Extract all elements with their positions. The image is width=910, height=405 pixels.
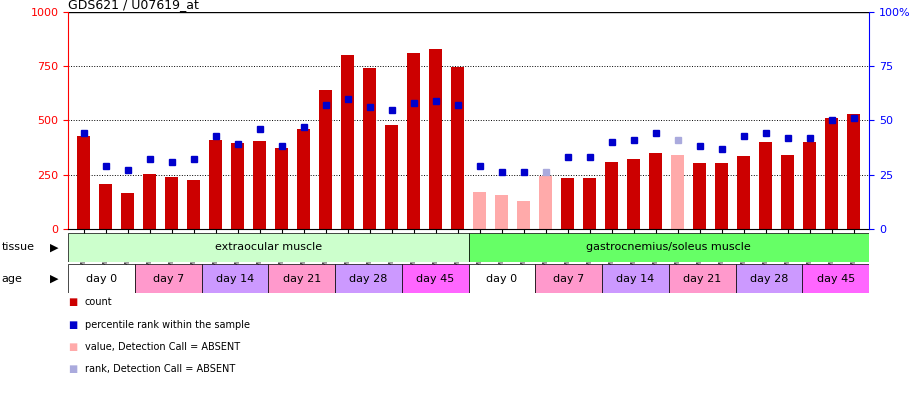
Text: ▶: ▶ bbox=[50, 274, 58, 284]
Bar bbox=[605, 162, 618, 229]
Bar bbox=[268, 264, 335, 293]
Bar bbox=[429, 49, 442, 229]
Bar bbox=[715, 163, 728, 229]
Bar bbox=[68, 233, 469, 262]
Text: ■: ■ bbox=[68, 297, 77, 307]
Text: day 0: day 0 bbox=[487, 274, 518, 284]
Bar bbox=[561, 178, 574, 229]
Bar bbox=[671, 155, 684, 229]
Bar bbox=[77, 136, 90, 229]
Bar bbox=[253, 141, 267, 229]
Bar bbox=[539, 176, 552, 229]
Bar bbox=[517, 200, 531, 229]
Bar bbox=[649, 153, 662, 229]
Text: day 14: day 14 bbox=[216, 274, 254, 284]
Text: ■: ■ bbox=[68, 320, 77, 330]
Text: rank, Detection Call = ABSENT: rank, Detection Call = ABSENT bbox=[85, 364, 235, 374]
Bar bbox=[469, 233, 869, 262]
Bar bbox=[469, 264, 535, 293]
Bar bbox=[202, 264, 268, 293]
Bar bbox=[209, 140, 222, 229]
Bar bbox=[363, 68, 376, 229]
Bar bbox=[99, 184, 112, 229]
Bar bbox=[759, 142, 773, 229]
Bar bbox=[407, 53, 420, 229]
Bar bbox=[781, 155, 794, 229]
Bar bbox=[402, 264, 469, 293]
Bar bbox=[627, 160, 641, 229]
Bar bbox=[165, 177, 178, 229]
Text: day 7: day 7 bbox=[553, 274, 584, 284]
Bar bbox=[737, 156, 750, 229]
Bar bbox=[693, 163, 706, 229]
Text: day 7: day 7 bbox=[153, 274, 184, 284]
Text: ■: ■ bbox=[68, 342, 77, 352]
Text: GDS621 / U07619_at: GDS621 / U07619_at bbox=[68, 0, 199, 11]
Text: tissue: tissue bbox=[2, 243, 35, 252]
Text: day 45: day 45 bbox=[816, 274, 854, 284]
Text: count: count bbox=[85, 297, 112, 307]
Bar bbox=[319, 90, 332, 229]
Text: ■: ■ bbox=[68, 364, 77, 374]
Bar bbox=[803, 264, 869, 293]
Bar bbox=[187, 180, 200, 229]
Text: extraocular muscle: extraocular muscle bbox=[215, 243, 322, 252]
Text: day 28: day 28 bbox=[750, 274, 788, 284]
Text: age: age bbox=[2, 274, 23, 284]
Bar bbox=[68, 264, 135, 293]
Text: value, Detection Call = ABSENT: value, Detection Call = ABSENT bbox=[85, 342, 239, 352]
Bar bbox=[535, 264, 602, 293]
Bar bbox=[143, 174, 157, 229]
Bar bbox=[297, 129, 310, 229]
Bar bbox=[473, 192, 486, 229]
Text: day 28: day 28 bbox=[349, 274, 388, 284]
Text: percentile rank within the sample: percentile rank within the sample bbox=[85, 320, 249, 330]
Text: day 21: day 21 bbox=[683, 274, 722, 284]
Bar bbox=[385, 125, 399, 229]
Bar bbox=[602, 264, 669, 293]
Bar bbox=[847, 114, 860, 229]
Text: day 14: day 14 bbox=[616, 274, 654, 284]
Text: day 21: day 21 bbox=[283, 274, 321, 284]
Bar bbox=[583, 178, 596, 229]
Bar bbox=[495, 195, 509, 229]
Bar bbox=[803, 142, 816, 229]
Bar bbox=[335, 264, 402, 293]
Text: gastrocnemius/soleus muscle: gastrocnemius/soleus muscle bbox=[586, 243, 752, 252]
Bar bbox=[135, 264, 202, 293]
Bar bbox=[669, 264, 735, 293]
Bar bbox=[275, 147, 288, 229]
Bar bbox=[735, 264, 803, 293]
Text: day 45: day 45 bbox=[416, 274, 454, 284]
Bar bbox=[825, 118, 838, 229]
Bar bbox=[451, 67, 464, 229]
Text: day 0: day 0 bbox=[86, 274, 117, 284]
Text: ▶: ▶ bbox=[50, 243, 58, 252]
Bar bbox=[231, 143, 244, 229]
Bar bbox=[341, 55, 354, 229]
Bar bbox=[121, 193, 135, 229]
